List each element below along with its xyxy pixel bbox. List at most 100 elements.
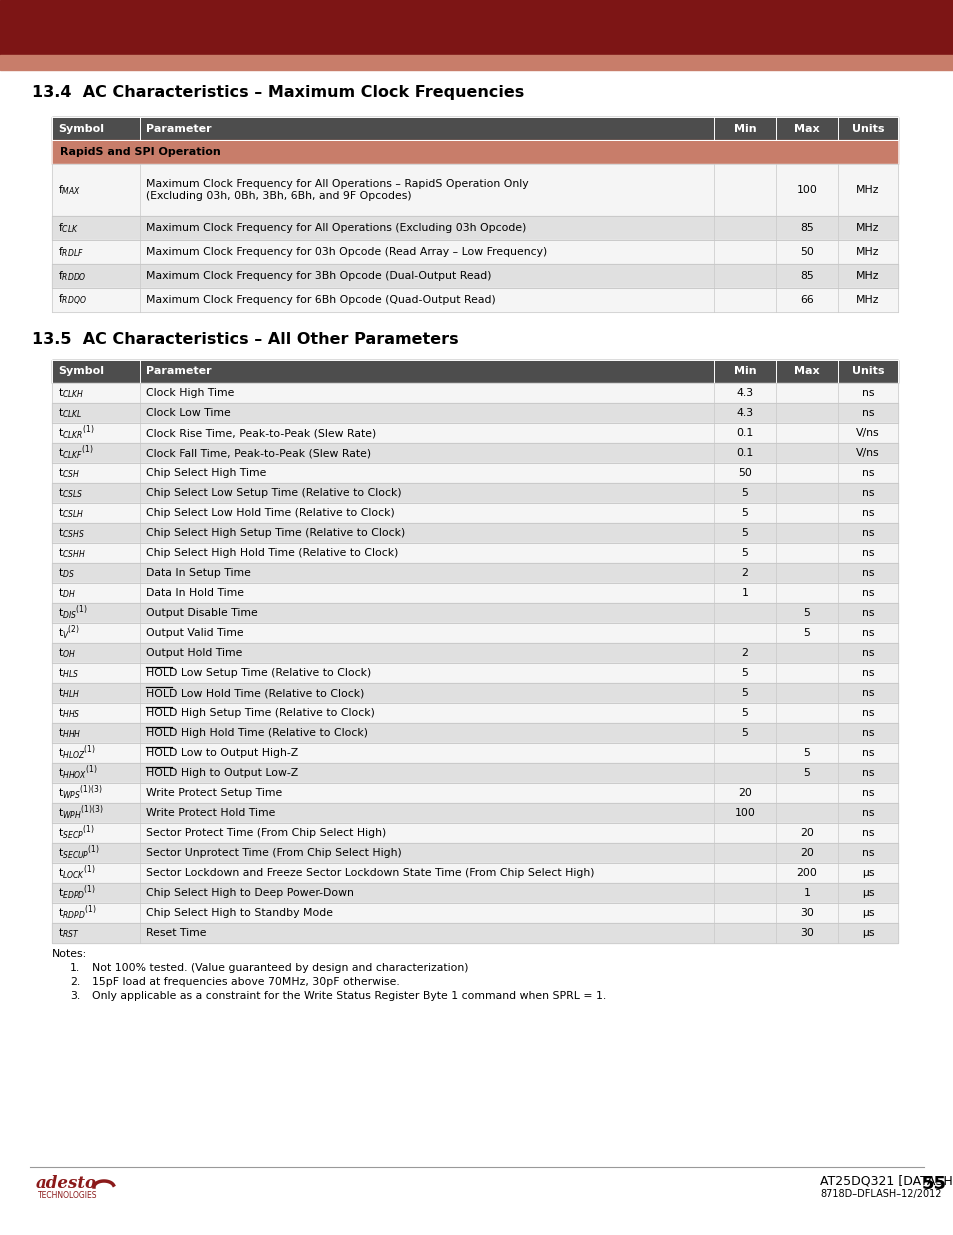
Bar: [52, 424, 897, 443]
Text: Chip Select Low Setup Time (Relative to Clock): Chip Select Low Setup Time (Relative to …: [146, 488, 401, 498]
Text: Max: Max: [793, 367, 819, 377]
Text: Write Protect Setup Time: Write Protect Setup Time: [146, 788, 282, 798]
Text: HOLD Low to Output High-Z: HOLD Low to Output High-Z: [146, 748, 298, 758]
Text: t$_{HLOZ}$$^{(1)}$: t$_{HLOZ}$$^{(1)}$: [58, 743, 96, 762]
Text: MHz: MHz: [856, 270, 879, 282]
Text: 5: 5: [740, 688, 748, 698]
Text: 50: 50: [738, 468, 751, 478]
Text: ns: ns: [861, 768, 873, 778]
Text: ns: ns: [861, 568, 873, 578]
Text: 1: 1: [740, 588, 748, 598]
Text: Symbol: Symbol: [58, 367, 104, 377]
Text: 100: 100: [796, 185, 817, 195]
Text: 100: 100: [734, 808, 755, 818]
Text: 13.4  AC Characteristics – Maximum Clock Frequencies: 13.4 AC Characteristics – Maximum Clock …: [32, 85, 524, 100]
Text: t$_{CLKL}$: t$_{CLKL}$: [58, 406, 83, 420]
Text: ns: ns: [861, 488, 873, 498]
Text: t$_{SECP}$$^{(1)}$: t$_{SECP}$$^{(1)}$: [58, 824, 94, 842]
Text: t$_{HHH}$: t$_{HHH}$: [58, 726, 81, 740]
Bar: [52, 923, 897, 944]
Text: 4.3: 4.3: [736, 388, 753, 398]
Text: Reset Time: Reset Time: [146, 927, 206, 939]
Bar: [52, 722, 897, 743]
Text: RapidS and SPI Operation: RapidS and SPI Operation: [60, 147, 220, 157]
Text: HOLD Low Hold Time (Relative to Clock): HOLD Low Hold Time (Relative to Clock): [146, 688, 364, 698]
Text: 55: 55: [921, 1174, 946, 1193]
Text: Chip Select High Hold Time (Relative to Clock): Chip Select High Hold Time (Relative to …: [146, 548, 398, 558]
Text: ns: ns: [861, 629, 873, 638]
Text: Only applicable as a constraint for the Write Status Register Byte 1 command whe: Only applicable as a constraint for the …: [91, 990, 605, 1002]
Bar: [52, 359, 897, 383]
Bar: [52, 783, 897, 803]
Text: ns: ns: [861, 708, 873, 718]
Text: 5: 5: [740, 727, 748, 739]
Text: 5: 5: [802, 748, 810, 758]
Text: MHz: MHz: [856, 185, 879, 195]
Text: μs: μs: [861, 868, 873, 878]
Text: t$_{CSHH}$: t$_{CSHH}$: [58, 546, 86, 559]
Bar: [52, 140, 897, 164]
Text: Maximum Clock Frequency for All Operations (Excluding 03h Opcode): Maximum Clock Frequency for All Operatio…: [146, 224, 526, 233]
Text: ns: ns: [861, 788, 873, 798]
Text: Maximum Clock Frequency for 6Bh Opcode (Quad-Output Read): Maximum Clock Frequency for 6Bh Opcode (…: [146, 295, 496, 305]
Text: t$_{WPS}$$^{(1)(3)}$: t$_{WPS}$$^{(1)(3)}$: [58, 784, 103, 803]
Text: μs: μs: [861, 908, 873, 918]
Bar: [52, 622, 897, 643]
Bar: [52, 216, 897, 240]
Bar: [52, 543, 897, 563]
Text: Units: Units: [851, 367, 883, 377]
Text: Not 100% tested. (Value guaranteed by design and characterization): Not 100% tested. (Value guaranteed by de…: [91, 963, 468, 973]
Text: Min: Min: [733, 124, 756, 133]
Bar: [52, 883, 897, 903]
Text: t$_{DS}$: t$_{DS}$: [58, 566, 74, 580]
Text: Chip Select High to Deep Power-Down: Chip Select High to Deep Power-Down: [146, 888, 354, 898]
Text: ns: ns: [861, 648, 873, 658]
Text: ns: ns: [861, 727, 873, 739]
Text: t$_{CSH}$: t$_{CSH}$: [58, 466, 80, 480]
Text: ns: ns: [861, 688, 873, 698]
Text: ns: ns: [861, 827, 873, 839]
Bar: [0, 0, 953, 56]
Text: ns: ns: [861, 408, 873, 417]
Text: f$_{CLK}$: f$_{CLK}$: [58, 221, 79, 235]
Text: Clock Rise Time, Peak-to-Peak (Slew Rate): Clock Rise Time, Peak-to-Peak (Slew Rate…: [146, 429, 375, 438]
Text: Parameter: Parameter: [146, 367, 212, 377]
Text: Write Protect Hold Time: Write Protect Hold Time: [146, 808, 275, 818]
Text: 85: 85: [800, 224, 813, 233]
Text: t$_{OH}$: t$_{OH}$: [58, 646, 76, 659]
Bar: [52, 743, 897, 763]
Bar: [52, 443, 897, 463]
Text: t$_{HLS}$: t$_{HLS}$: [58, 666, 79, 680]
Text: Data In Hold Time: Data In Hold Time: [146, 588, 244, 598]
Bar: [52, 643, 897, 663]
Text: 0.1: 0.1: [736, 448, 753, 458]
Text: f$_{RDQO}$: f$_{RDQO}$: [58, 293, 87, 308]
Text: 5: 5: [802, 629, 810, 638]
Text: Sector Unprotect Time (From Chip Select High): Sector Unprotect Time (From Chip Select …: [146, 848, 401, 858]
Text: Max: Max: [793, 124, 819, 133]
Text: 13.5  AC Characteristics – All Other Parameters: 13.5 AC Characteristics – All Other Para…: [32, 332, 458, 347]
Text: Parameter: Parameter: [146, 124, 212, 133]
Text: μs: μs: [861, 888, 873, 898]
Text: t$_{CSLS}$: t$_{CSLS}$: [58, 487, 83, 500]
Bar: [52, 583, 897, 603]
Text: ns: ns: [861, 668, 873, 678]
Text: Sector Lockdown and Freeze Sector Lockdown State Time (From Chip Select High): Sector Lockdown and Freeze Sector Lockdo…: [146, 868, 594, 878]
Text: Chip Select High to Standby Mode: Chip Select High to Standby Mode: [146, 908, 333, 918]
Text: Notes:: Notes:: [52, 948, 87, 960]
Bar: [52, 803, 897, 823]
Text: HOLD High Hold Time (Relative to Clock): HOLD High Hold Time (Relative to Clock): [146, 727, 368, 739]
Text: ns: ns: [861, 588, 873, 598]
Text: 30: 30: [800, 927, 813, 939]
Bar: [52, 663, 897, 683]
Bar: [52, 903, 897, 923]
Bar: [52, 503, 897, 522]
Text: 85: 85: [800, 270, 813, 282]
Text: 30: 30: [800, 908, 813, 918]
Text: Clock Low Time: Clock Low Time: [146, 408, 231, 417]
Text: Min: Min: [733, 367, 756, 377]
Text: Output Valid Time: Output Valid Time: [146, 629, 243, 638]
Bar: [52, 264, 897, 288]
Text: Chip Select High Time: Chip Select High Time: [146, 468, 266, 478]
Text: ns: ns: [861, 468, 873, 478]
